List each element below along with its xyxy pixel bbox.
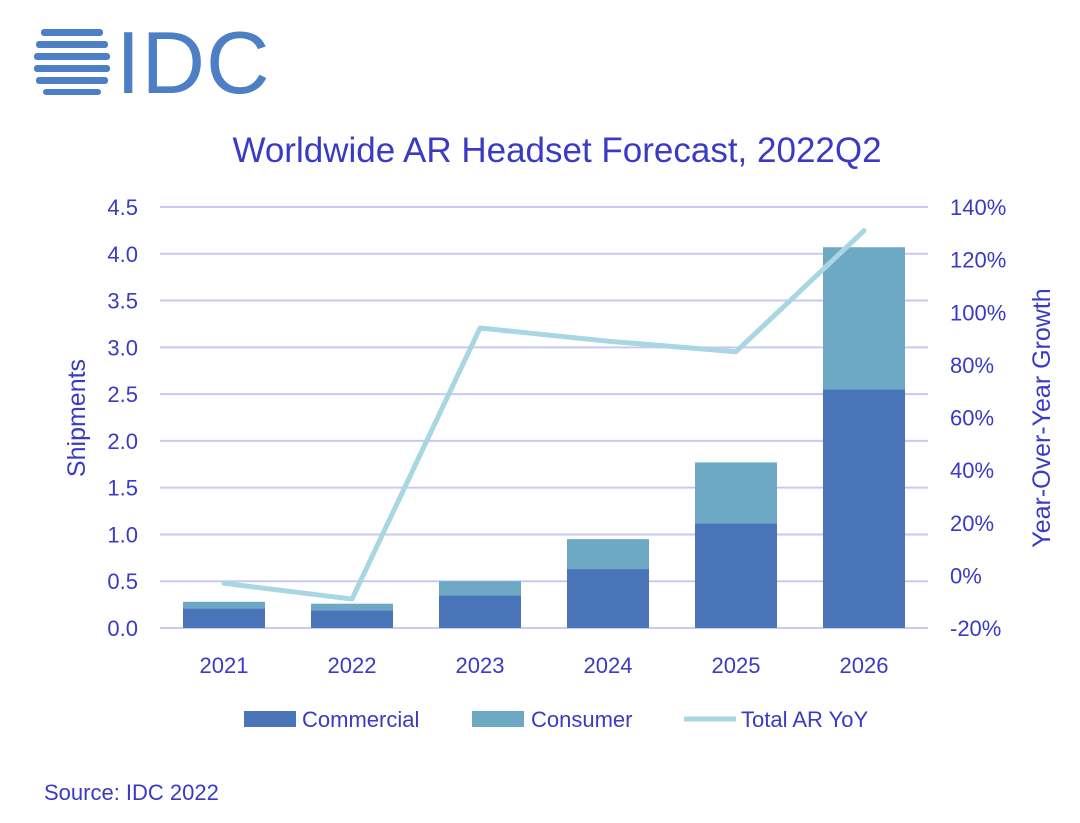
y2-axis-title: Year-Over-Year Growth: [1028, 288, 1056, 547]
x-tick-label: 2021: [200, 653, 249, 678]
legend-swatch: [472, 711, 524, 727]
bar-commercial: [311, 610, 393, 628]
legend-label: Commercial: [302, 707, 419, 732]
y-tick-label: 1.0: [107, 522, 138, 547]
y-tick-label: 4.5: [107, 195, 138, 220]
y-axis-left: 0.0 0.5 1.0 1.5 2.0 2.5 3.0 3.5 4.0 4.5: [107, 195, 138, 641]
y-tick-label: 3.0: [107, 335, 138, 360]
bar-consumer: [695, 462, 777, 523]
y2-tick-label: 60%: [950, 406, 994, 431]
bar-consumer: [311, 604, 393, 611]
y2-tick-label: 120%: [950, 248, 1006, 273]
bar-commercial: [567, 569, 649, 628]
globe-icon: [34, 29, 110, 95]
y2-tick-label: -20%: [950, 616, 1001, 641]
y2-tick-label: 20%: [950, 511, 994, 536]
x-tick-label: 2023: [456, 653, 505, 678]
x-tick-label: 2024: [584, 653, 633, 678]
y-axis-title: Shipments: [63, 359, 91, 477]
x-tick-label: 2026: [840, 653, 889, 678]
legend-swatch: [244, 711, 296, 727]
y-axis-right: -20% 0% 20% 40% 60% 80% 100% 120% 140%: [950, 195, 1006, 641]
y-tick-label: 0.0: [107, 616, 138, 641]
bars: [183, 247, 905, 628]
y2-tick-label: 140%: [950, 195, 1006, 220]
source-note: Source: IDC 2022: [44, 780, 219, 805]
legend-label: Consumer: [531, 707, 632, 732]
bar-commercial: [695, 523, 777, 628]
bar-commercial: [439, 595, 521, 628]
legend-label: Total AR YoY: [741, 707, 869, 732]
y-tick-label: 4.0: [107, 242, 138, 267]
legend: Commercial Consumer Total AR YoY: [244, 707, 869, 732]
gridlines: [160, 207, 928, 628]
idc-logo: IDC: [34, 13, 271, 112]
y-tick-label: 0.5: [107, 569, 138, 594]
y2-tick-label: 100%: [950, 300, 1006, 325]
logo-text: IDC: [116, 13, 271, 112]
bar-commercial: [183, 608, 265, 628]
y-tick-label: 2.5: [107, 382, 138, 407]
bar-consumer: [823, 247, 905, 389]
x-tick-label: 2025: [712, 653, 761, 678]
bar-consumer: [567, 539, 649, 569]
bar-commercial: [823, 389, 905, 628]
y2-tick-label: 0%: [950, 563, 982, 588]
bar-consumer: [183, 602, 265, 609]
bar-consumer: [439, 581, 521, 595]
x-tick-label: 2022: [328, 653, 377, 678]
chart-title: Worldwide AR Headset Forecast, 2022Q2: [232, 131, 881, 170]
x-axis: 2021 2022 2023 2024 2025 2026: [200, 653, 889, 678]
y2-tick-label: 40%: [950, 458, 994, 483]
y-tick-label: 1.5: [107, 476, 138, 501]
y-tick-label: 3.5: [107, 289, 138, 314]
y2-tick-label: 80%: [950, 353, 994, 378]
y-tick-label: 2.0: [107, 429, 138, 454]
